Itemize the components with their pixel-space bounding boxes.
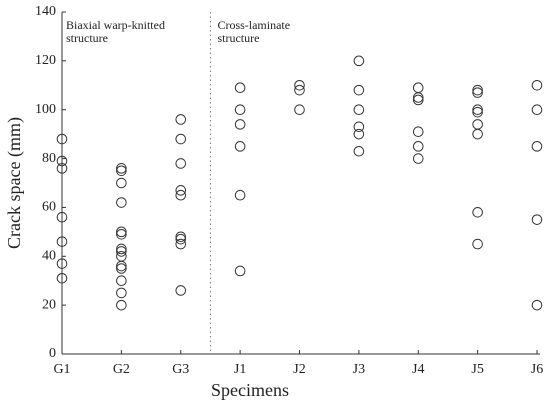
point — [116, 275, 127, 287]
point — [175, 238, 187, 250]
y-tick-label: 0 — [49, 346, 56, 361]
point — [234, 119, 246, 130]
point — [56, 155, 68, 167]
point — [353, 84, 365, 96]
x-tick-label: G3 — [172, 362, 189, 377]
x-tick-label: J4 — [412, 362, 424, 377]
point — [116, 260, 127, 272]
point — [175, 285, 187, 296]
point — [472, 104, 483, 116]
y-tick-label: 120 — [35, 53, 56, 68]
annotation: structure — [217, 31, 259, 45]
point — [116, 246, 127, 257]
x-tick-label: G2 — [113, 362, 130, 377]
point — [116, 299, 127, 311]
x-tick-label: J3 — [353, 362, 365, 377]
point — [472, 238, 483, 250]
point — [353, 128, 365, 140]
point — [116, 197, 127, 208]
x-tick-label: J2 — [293, 362, 305, 377]
point — [175, 158, 187, 169]
x-tick-label: G1 — [53, 362, 70, 377]
point — [472, 87, 483, 98]
point — [353, 104, 365, 116]
point — [56, 211, 68, 223]
y-axis-label: Crack space (mm) — [4, 117, 25, 249]
point — [234, 82, 246, 94]
y-tick-label: 100 — [35, 102, 56, 117]
point — [175, 189, 187, 201]
point — [472, 207, 483, 218]
y-tick-label: 80 — [42, 151, 56, 166]
point — [294, 104, 305, 116]
x-tick-label: J5 — [471, 362, 483, 377]
point — [472, 119, 483, 130]
point — [175, 233, 187, 245]
point — [294, 84, 305, 96]
point — [56, 258, 68, 269]
point — [412, 94, 424, 106]
point — [531, 104, 543, 116]
point — [175, 185, 187, 196]
point — [116, 163, 127, 174]
point — [412, 92, 424, 103]
point — [412, 153, 424, 164]
x-tick-label: J1 — [234, 362, 246, 377]
x-tick-label: J6 — [531, 362, 543, 377]
point — [234, 104, 246, 116]
point — [353, 55, 365, 67]
point — [56, 163, 68, 174]
point — [472, 128, 483, 140]
point — [412, 126, 424, 137]
point — [412, 82, 424, 94]
point — [412, 141, 424, 152]
y-tick-label: 60 — [42, 200, 56, 215]
y-tick-label: 140 — [35, 4, 56, 19]
point — [531, 214, 543, 225]
y-tick-label: 20 — [42, 297, 56, 312]
x-axis-label: Specimens — [211, 380, 289, 400]
point — [116, 177, 127, 189]
point — [353, 145, 365, 157]
point — [531, 299, 543, 311]
point — [175, 114, 187, 125]
point — [116, 226, 127, 238]
annotation: Cross-laminate — [217, 18, 290, 32]
point — [116, 263, 127, 274]
point — [175, 231, 187, 243]
point — [56, 272, 68, 284]
point — [234, 189, 246, 201]
point — [116, 165, 127, 177]
point — [116, 229, 127, 240]
point — [531, 79, 543, 91]
point — [175, 133, 187, 145]
point — [294, 79, 305, 91]
point — [353, 121, 365, 133]
y-tick-label: 40 — [42, 249, 56, 264]
point — [472, 106, 483, 118]
annotation: structure — [66, 31, 108, 45]
point — [116, 243, 127, 255]
point — [116, 287, 127, 299]
point — [531, 141, 543, 152]
annotation: Biaxial warp-knitted — [66, 18, 165, 32]
point — [56, 236, 68, 247]
point — [56, 133, 68, 145]
point — [234, 141, 246, 152]
point — [472, 84, 483, 96]
point — [234, 265, 246, 277]
